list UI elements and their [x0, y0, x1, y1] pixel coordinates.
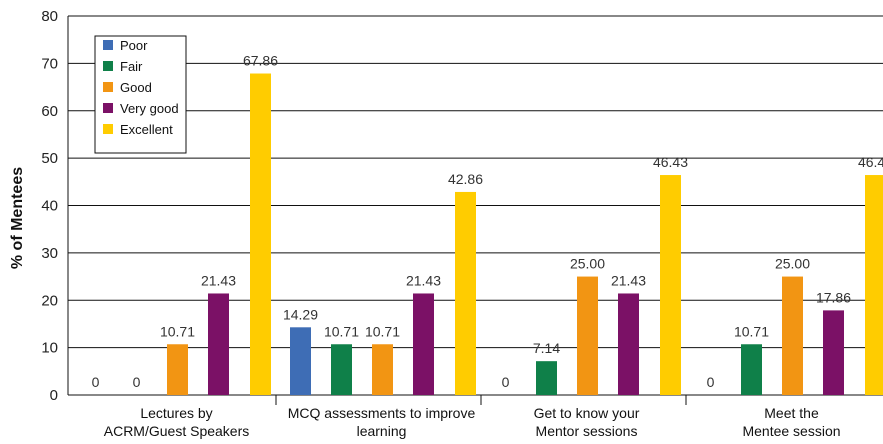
- bar-fair: [331, 344, 352, 395]
- data-label: 14.29: [283, 306, 318, 322]
- legend-entry: Poor: [120, 38, 148, 53]
- legend-swatch: [103, 61, 113, 71]
- bar-excellent: [865, 175, 883, 395]
- bar-fair: [536, 361, 557, 395]
- data-label: 21.43: [406, 272, 441, 288]
- legend-entry: Good: [120, 80, 152, 95]
- x-category-label: Mentor sessions: [536, 423, 638, 439]
- bar-very-good: [208, 293, 229, 395]
- x-category-label: Mentee session: [742, 423, 840, 439]
- legend-entry: Very good: [120, 101, 179, 116]
- data-label: 0: [133, 374, 141, 390]
- data-label: 46.43: [653, 154, 688, 170]
- data-label: 25.00: [775, 256, 810, 272]
- bar-good: [372, 344, 393, 395]
- bars: [167, 73, 883, 396]
- data-label: 25.00: [570, 256, 605, 272]
- y-tick-label: 80: [41, 8, 58, 25]
- legend-swatch: [103, 40, 113, 50]
- bar-very-good: [413, 293, 434, 395]
- bar-excellent: [455, 191, 476, 395]
- bar-very-good: [823, 310, 844, 395]
- data-label: 67.86: [243, 53, 278, 69]
- bar-good: [167, 344, 188, 395]
- y-tick-label: 20: [41, 292, 58, 309]
- y-tick-label: 30: [41, 245, 58, 262]
- y-tick-label: 50: [41, 150, 58, 167]
- data-label: 7.14: [533, 340, 560, 356]
- bar-poor: [290, 327, 311, 395]
- x-category-label: learning: [357, 423, 407, 439]
- legend-entry: Excellent: [120, 122, 173, 137]
- legend-entry: Fair: [120, 59, 143, 74]
- data-label: 0: [92, 374, 100, 390]
- data-label: 10.71: [734, 323, 769, 339]
- data-label: 46.43: [858, 154, 883, 170]
- y-tick-label: 40: [41, 198, 58, 215]
- data-label: 10.71: [324, 323, 359, 339]
- data-label: 21.43: [201, 272, 236, 288]
- data-label: 10.71: [365, 323, 400, 339]
- x-category-label: ACRM/Guest Speakers: [104, 423, 250, 439]
- legend: Poor Fair Good Very good Excellent: [94, 35, 187, 154]
- y-axis-label: % of Mentees: [9, 167, 26, 269]
- y-axis-ticks: 0 10 20 30 40 50 60 70 80: [41, 8, 58, 404]
- x-category-label: Get to know your: [534, 405, 640, 421]
- x-category-label: MCQ assessments to improve: [288, 405, 476, 421]
- data-label: 21.43: [611, 272, 646, 288]
- data-label: 42.86: [448, 171, 483, 187]
- legend-swatch: [103, 124, 113, 134]
- x-category-label: Meet the: [764, 405, 819, 421]
- data-label: 0: [707, 374, 715, 390]
- x-axis-categories: Lectures by ACRM/Guest Speakers MCQ assess…: [104, 405, 841, 439]
- bar-excellent: [250, 73, 271, 396]
- y-tick-label: 0: [50, 387, 58, 404]
- data-label: 17.86: [816, 289, 851, 305]
- bar-good: [782, 276, 803, 395]
- x-category-label: Lectures by: [140, 405, 212, 421]
- y-tick-label: 10: [41, 340, 58, 357]
- y-tick-label: 60: [41, 103, 58, 120]
- bar-very-good: [618, 293, 639, 395]
- bar-excellent: [660, 175, 681, 395]
- data-label: 0: [502, 374, 510, 390]
- legend-swatch: [103, 82, 113, 92]
- bar-good: [577, 276, 598, 395]
- legend-swatch: [103, 103, 113, 113]
- data-labels: 0 14.29 0 0 0 10.71 7.14 10.71 10.71 10.71 25.00 25…: [92, 53, 883, 390]
- bar-fair: [741, 344, 762, 395]
- y-tick-label: 70: [41, 55, 58, 72]
- data-label: 10.71: [160, 323, 195, 339]
